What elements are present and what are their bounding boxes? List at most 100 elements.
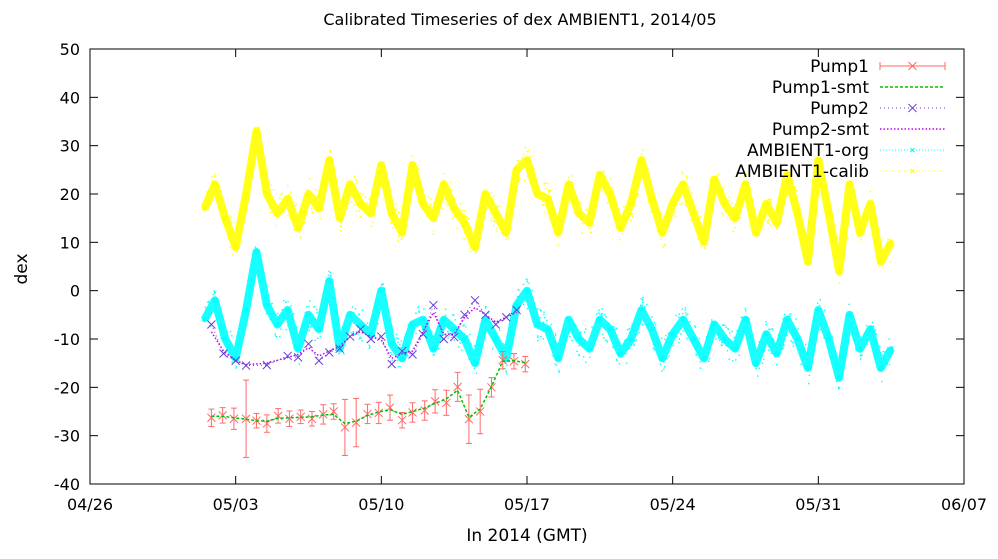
scatter-speck [290,323,292,326]
data-point [233,244,239,250]
scatter-speck [830,214,832,217]
scatter-speck [408,178,411,180]
scatter-speck [588,224,590,226]
scatter-speck [846,223,849,226]
scatter-speck [770,225,773,227]
scatter-speck [438,211,441,214]
scatter-speck [283,207,286,210]
scatter-speck [731,202,733,204]
scatter-speck [376,308,379,311]
scatter-speck [557,244,559,246]
scatter-speck [476,241,478,243]
scatter-speck [399,344,401,346]
scatter-speck [540,335,542,338]
scatter-speck [558,224,561,227]
scatter-speck [663,368,665,371]
scatter-speck [641,304,643,307]
scatter-speck [242,216,244,218]
scatter-speck [249,167,251,169]
scatter-speck [505,238,507,241]
scatter-speck [519,178,522,180]
scatter-speck [631,213,634,215]
scatter-speck [279,335,281,338]
scatter-speck [399,359,401,362]
scatter-speck [819,182,821,184]
scatter-speck [681,317,683,319]
scatter-speck [378,183,381,186]
scatter-speck [814,343,816,345]
scatter-speck [291,315,293,318]
scatter-speck [605,316,607,318]
data-point [670,331,676,337]
data-point [878,259,884,265]
scatter-speck [431,348,433,350]
scatter-speck [807,364,810,367]
scatter-speck [686,183,688,185]
scatter-speck [581,344,584,346]
scatter-speck [609,194,611,196]
scatter-speck [526,279,528,281]
y-tick-label: 0 [70,282,80,301]
scatter-speck [409,198,412,200]
scatter-speck [370,335,372,337]
legend-label: AMBIENT1-calib [735,162,869,182]
scatter-speck [461,225,463,227]
scatter-speck [508,237,510,239]
scatter-speck [309,322,311,324]
scatter-speck [712,192,715,195]
scatter-speck [642,163,645,165]
scatter-speck [725,345,727,347]
marker-stroke [418,329,428,339]
scatter-speck [478,228,480,230]
scatter-speck [349,323,351,326]
scatter-speck [473,345,475,347]
scatter-speck [874,210,876,213]
scatter-speck [880,251,882,253]
legend-marker [908,103,917,113]
scatter-speck [647,324,649,326]
data-point [888,346,894,352]
scatter-speck [681,171,683,173]
scatter-speck [449,323,452,325]
scatter-speck [749,188,751,190]
scatter-speck [559,344,562,346]
scatter-speck [854,333,857,335]
scatter-speck [825,334,827,336]
scatter-speck [776,210,778,212]
scatter-speck [241,210,243,212]
scatter-speck [385,187,387,190]
scatter-speck [410,332,413,334]
scatter-speck [253,152,255,154]
scatter-speck [546,319,548,322]
scatter-speck [627,348,629,350]
scatter-speck [634,176,636,179]
scatter-speck [441,338,444,340]
scatter-speck [512,338,514,340]
scatter-speck [491,197,493,199]
scatter-speck [838,258,841,260]
scatter-speck [830,219,833,221]
scatter-speck [571,328,573,331]
data-point [410,322,415,327]
scatter-speck [437,327,439,329]
scatter-speck [782,200,784,202]
data-point [826,210,832,216]
scatter-speck [419,201,422,203]
scatter-speck [290,198,293,200]
scatter-speck [509,345,511,348]
data-point [836,268,842,274]
scatter-speck [212,293,214,296]
scatter-speck [554,334,557,336]
scatter-speck [670,343,672,345]
scatter-speck [206,191,208,193]
scatter-speck [875,333,878,335]
scatter-speck [415,171,417,173]
scatter-speck [291,318,294,321]
scatter-speck [579,332,582,334]
scatter-speck [277,216,280,218]
scatter-speck [281,211,283,213]
marker-stroke [481,310,490,320]
scatter-speck [432,230,435,232]
scatter-speck [430,333,432,336]
